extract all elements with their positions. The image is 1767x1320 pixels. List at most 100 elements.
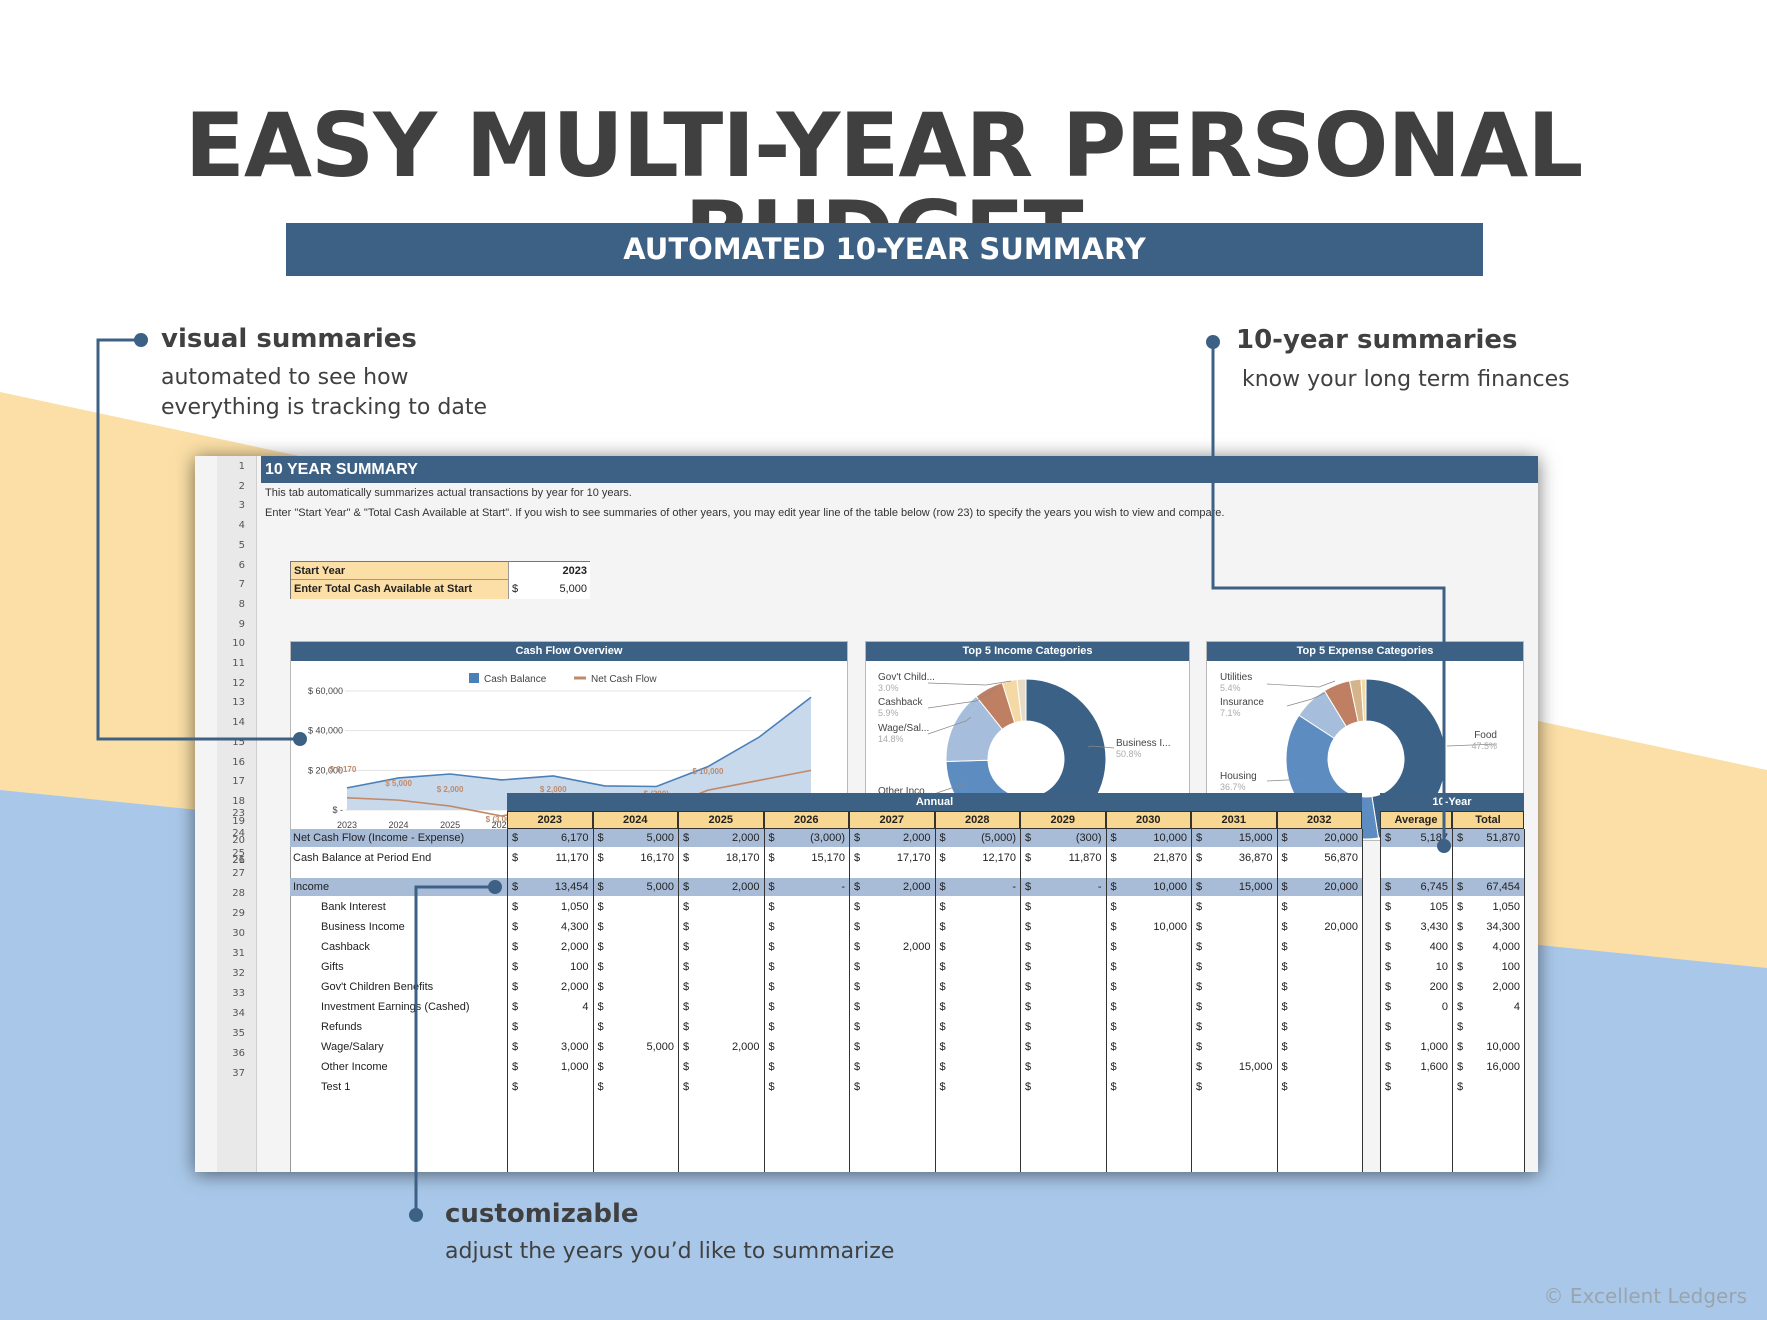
table-cell-value: 15,170 [811,852,845,864]
table-row-label: Bank Interest [321,901,386,913]
column-divider [1452,829,1453,1172]
year-header-2029[interactable]: 2029 [1020,811,1106,829]
year-header-2024[interactable]: 2024 [592,811,678,829]
table-cell-currency: $ [597,981,604,993]
callout-custom-heading: customizable [445,1199,639,1229]
slice-label: Housing [1220,771,1257,782]
data-label: $ 5,000 [385,779,412,788]
column-divider [1191,829,1192,1172]
tenyear-cell-currency: $ [1385,921,1392,933]
table-row-label: Cash Balance at Period End [293,852,432,864]
year-header-2032[interactable]: 2032 [1276,811,1362,829]
table-row-label: Refunds [321,1021,362,1033]
table-cell-currency: $ [1110,901,1117,913]
table-row-label: Test 1 [321,1081,351,1093]
tenyear-cell-total: 4 [1513,1001,1520,1013]
slice-pct: 36.7% [1220,782,1246,792]
table-cell-value: 2,000 [731,1041,760,1053]
cash-currency: $ [508,580,590,599]
table-cell-currency: $ [1196,901,1203,913]
row-number: 11 [232,658,245,669]
table-cell-currency: $ [597,941,604,953]
row-number: 17 [232,776,245,788]
start-inputs: Start Year 2023 Enter Total Cash Availab… [290,561,590,599]
table-cell-currency: $ [1110,1041,1117,1053]
spreadsheet-view[interactable]: 1 2 3 4 5 6 7 8 9 10 11 12 13 14 15 16 17 18 19 20 21 23 24 25 2… [195,456,1538,1172]
data-label: $ (3,000) [486,815,518,824]
row-number: 9 [238,618,245,630]
leader-line [933,782,967,795]
cash-input[interactable]: 5,000 [559,583,587,595]
table-cell-currency: $ [854,921,861,933]
subtitle-banner: AUTOMATED 10-YEAR SUMMARY [286,223,1483,276]
table-cell-value: 20,000 [1324,832,1358,844]
table-cell-currency: $ [512,941,519,953]
table-cell-currency: $ [597,1041,604,1053]
column-divider [1020,829,1021,1172]
row-number: 13 [232,697,245,709]
table-cell-currency: $ [1025,852,1032,864]
legend-net-cash-flow: Net Cash Flow [591,674,657,685]
table-cell-currency: $ [854,981,861,993]
row-number: 10 [232,638,245,650]
table-cell-currency: $ [1196,881,1203,893]
year-header-2027[interactable]: 2027 [849,811,935,829]
table-cell-value: 56,870 [1324,852,1358,864]
table-cell-value: 4 [582,1001,589,1013]
year-header-2026[interactable]: 2026 [763,811,849,829]
table-cell-currency: $ [683,832,690,844]
table-cell-currency: $ [512,881,519,893]
leader-line [1087,745,1115,749]
row-number: 31 [232,948,245,959]
callout-tenyear-heading: 10-year summaries [1236,325,1518,355]
sheet-note-1: This tab automatically summarizes actual… [265,487,632,499]
table-cell-currency: $ [1025,881,1032,893]
year-header-2025[interactable]: 2025 [678,811,764,829]
year-header-2030[interactable]: 2030 [1105,811,1191,829]
table-cell-value: 20,000 [1324,921,1358,933]
year-header-2031[interactable]: 2031 [1191,811,1277,829]
column-divider [1105,829,1107,1172]
table-cell-currency: $ [1025,901,1032,913]
table-cell-currency: $ [768,1001,775,1013]
slice-label: Insurance [1220,697,1264,708]
table-cell-currency: $ [1196,1081,1203,1093]
row-band [290,829,1362,847]
table-row-label: Wage/Salary [321,1041,384,1053]
table-cell-currency: $ [939,1081,946,1093]
tenyear-cell-currency: $ [1385,1041,1392,1053]
year-header-2023[interactable]: 2023 [507,811,593,829]
table-cell-currency: $ [1110,881,1117,893]
table-cell-currency: $ [597,881,604,893]
tenyear-cell-currency: $ [1385,941,1392,953]
table-row-label: Gifts [321,961,344,973]
table-cell-currency: $ [1110,921,1117,933]
table-cell-currency: $ [1025,1061,1032,1073]
table-cell-value: 100 [570,961,589,973]
table-cell-currency: $ [1196,941,1203,953]
table-cell-currency: $ [597,1021,604,1033]
table-cell-currency: $ [1196,1021,1203,1033]
table-cell-currency: $ [597,1081,604,1093]
table-cell-currency: $ [1281,921,1288,933]
table-cell-currency: $ [939,1001,946,1013]
y-tick-label: $ - [332,805,343,815]
table-cell-currency: $ [768,1061,775,1073]
table-cell-currency: $ [1281,1081,1288,1093]
table-cell-currency: $ [939,832,946,844]
year-header-2028[interactable]: 2028 [934,811,1020,829]
cash-balance-area [347,697,811,811]
table-cell-currency: $ [683,961,690,973]
slice-label: Other Inco... [878,786,933,797]
table-cell-currency: $ [512,901,519,913]
tenyear-cell-currency: $ [1385,1001,1392,1013]
tenyear-cell-currency: $ [1457,1001,1464,1013]
table-cell-currency: $ [768,1041,775,1053]
start-year-input[interactable]: 2023 [508,562,590,580]
table-cell-currency: $ [597,1001,604,1013]
tenyear-cell-currency: $ [1457,961,1464,973]
table-cell-currency: $ [854,901,861,913]
table-cell-value: 16,170 [640,852,674,864]
slice-label: Food [1474,730,1497,741]
